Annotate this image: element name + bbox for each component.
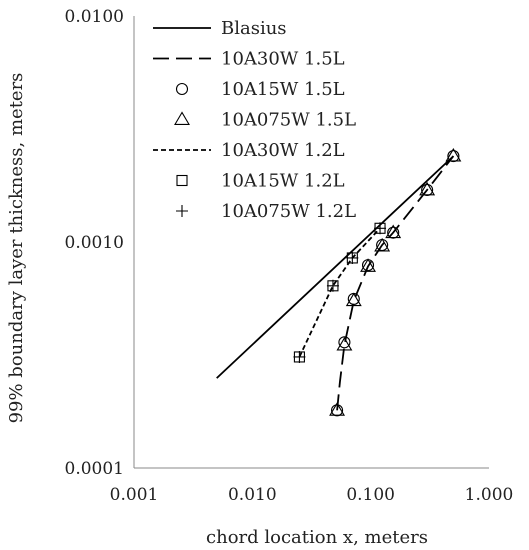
data-point — [360, 258, 376, 272]
legend-entry: 10A30W 1.2L — [153, 140, 345, 161]
x-axis-label: chord location x, meters — [206, 527, 428, 548]
series-line — [336, 155, 455, 411]
x-tick-label: 0.001 — [110, 485, 159, 505]
data-point — [374, 237, 391, 252]
legend-marker-swatch — [176, 205, 188, 217]
series-0 — [216, 155, 455, 379]
x-tick-label: 1.000 — [465, 485, 514, 505]
legend-entry: 10A075W 1.2L — [176, 201, 356, 222]
data-point — [293, 350, 306, 363]
tick-labels: 0.001 0.010 0.100 1.000 0.0001 0.0010 0.0100 — [65, 7, 514, 505]
legend-label: 10A30W 1.5L — [221, 49, 345, 70]
data-point — [421, 183, 434, 196]
y-tick-label: 0.0001 — [65, 459, 124, 479]
legend-entry: 10A15W 1.2L — [176, 171, 345, 192]
legend-entry: 10A075W 1.5L — [174, 110, 356, 131]
legend-label: 10A15W 1.2L — [221, 171, 345, 192]
data-point — [331, 404, 344, 417]
x-tick-label: 0.010 — [228, 485, 277, 505]
data-point — [387, 226, 400, 239]
legend-entry: 10A30W 1.5L — [153, 49, 345, 70]
legend-label: 10A075W 1.5L — [221, 110, 356, 131]
data-point — [419, 181, 436, 196]
legend-label: 10A15W 1.5L — [221, 79, 345, 100]
data-point — [326, 279, 339, 292]
data-point — [447, 150, 460, 163]
series-layer — [216, 147, 462, 417]
x-tick-label: 0.100 — [346, 485, 395, 505]
data-point — [374, 222, 387, 235]
y-tick-label: 0.0010 — [65, 233, 124, 253]
series-2 — [331, 150, 460, 417]
legend-marker-swatch — [174, 111, 190, 125]
legend-label: 10A075W 1.2L — [221, 201, 356, 222]
legend-entry: 10A15W 1.5L — [175, 79, 345, 100]
legend-entry: Blasius — [153, 18, 287, 39]
y-tick-label: 0.0100 — [65, 7, 124, 27]
series-line — [298, 227, 381, 358]
legend-label: Blasius — [221, 18, 287, 39]
data-point — [329, 402, 346, 416]
data-point — [347, 292, 360, 305]
y-axis-label: 99% boundary layer thickness, meters — [6, 73, 27, 424]
legend-marker-swatch — [175, 82, 189, 96]
series-3 — [329, 147, 462, 416]
series-6 — [293, 222, 387, 363]
series-4 — [298, 227, 381, 358]
series-1 — [336, 155, 455, 411]
data-point — [346, 251, 359, 264]
data-point — [445, 147, 462, 162]
legend-marker-swatch — [176, 174, 188, 187]
legend: Blasius 10A30W 1.5L 10A15W 1.5L 10A075W 1.5… — [153, 18, 356, 222]
data-point — [336, 336, 353, 351]
data-point — [345, 292, 362, 307]
legend-label: 10A30W 1.2L — [221, 140, 345, 161]
data-point — [385, 224, 402, 239]
series-line — [216, 155, 455, 379]
data-point — [338, 336, 351, 349]
axes — [133, 16, 489, 469]
